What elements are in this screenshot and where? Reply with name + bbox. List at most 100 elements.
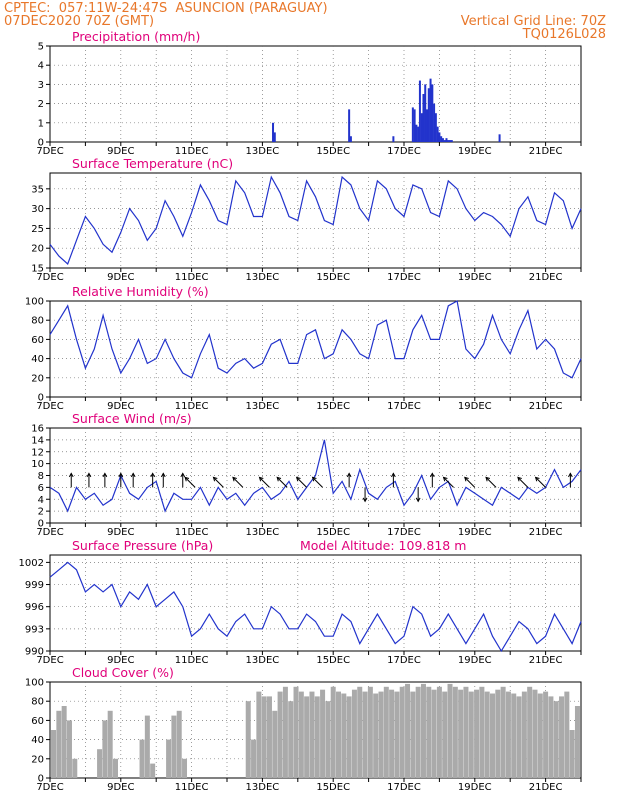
panel-2-xtick-label: 21DEC [529, 272, 563, 283]
wind-arrow-head [276, 476, 282, 482]
wind-arrow [213, 477, 224, 488]
panel-6-bar [166, 739, 172, 778]
panel-6-bar [394, 691, 400, 778]
panel-6-bar [182, 758, 188, 778]
panel-1-bar [413, 109, 416, 142]
wind-arrow-head [415, 497, 421, 503]
panel-1-bar [440, 136, 443, 142]
wind-arrow-head [429, 472, 435, 478]
panel-5-title: Surface Pressure (hPa) [72, 538, 213, 553]
panel-4-xtick-label: 17DEC [387, 527, 421, 538]
panel-6-xtick-label: 7DEC [36, 782, 63, 793]
wind-arrow-head [180, 472, 186, 478]
wind-arrow-head [391, 472, 396, 478]
panel-6-bar [574, 706, 580, 778]
panel-6-bar [298, 691, 304, 778]
panel-4-xtick-label: 11DEC [175, 527, 209, 538]
panel-6-bar [484, 691, 490, 778]
wind-arrow-head [534, 476, 540, 482]
panel-6-bar [56, 710, 62, 778]
panel-1-bar [417, 126, 420, 142]
panel-6-bar [452, 686, 458, 778]
panel-6-bar [346, 696, 352, 778]
panel-3-series-line [49, 300, 582, 379]
panel-6-bar [479, 686, 485, 778]
panel-6-bar [293, 686, 299, 778]
panel-3-ytick-label: 100 [25, 297, 44, 308]
panel-4-series-line [49, 439, 582, 513]
panel-2-frame [49, 172, 582, 269]
panel-6-bar [420, 683, 426, 778]
panel-1-xtick-label: 7DEC [36, 146, 63, 157]
wind-arrow-head [86, 472, 92, 478]
wind-arrow-head [258, 476, 264, 482]
panel-3-xtick-label: 13DEC [246, 401, 280, 412]
panel-1-bar [438, 132, 441, 142]
panel-1-ytick-label: 5 [38, 42, 44, 53]
panel-1-xtick-label: 11DEC [175, 146, 209, 157]
panel-5-ytick-label: 999 [25, 580, 44, 591]
panel-6-bar [378, 691, 384, 778]
panel-3-xtick-label: 15DEC [316, 401, 350, 412]
panel-6-bar [171, 715, 177, 778]
panel-2-xtick-label: 9DEC [107, 272, 134, 283]
panel-2-series-line [49, 175, 582, 266]
panel-3-xtick-label: 19DEC [458, 401, 492, 412]
panel-6-bar [102, 720, 108, 778]
panel-4-xtick-label: 13DEC [246, 527, 280, 538]
panel-3-xtick-label: 7DEC [36, 401, 63, 412]
header-location: CPTEC: 057:11W-24:47S ASUNCION (PARAGUAY… [4, 1, 328, 16]
panel-6-ytick-label: 60 [31, 716, 44, 727]
panel-6-bar [569, 730, 575, 778]
panel-4-xtick-label: 21DEC [529, 527, 563, 538]
panel-6-ytick-label: 20 [31, 754, 44, 765]
panel-6-bar [383, 686, 389, 778]
panel-6-bar [314, 696, 320, 778]
panel-2-ytick-label: 30 [31, 204, 44, 215]
wind-arrow-head [150, 472, 156, 478]
panel-6-bar [559, 696, 565, 778]
panel-2-ytick-label: 15 [31, 264, 44, 275]
panel-6-bar [553, 701, 559, 778]
panel-6-bar [532, 689, 538, 778]
panel-1-bar [424, 84, 427, 142]
wind-arrow [485, 477, 497, 488]
panel-6-bar [405, 683, 411, 778]
panel-4-ytick-label: 14 [31, 435, 44, 446]
panel-1-xtick-label: 13DEC [246, 146, 280, 157]
panel-1-bar [450, 140, 453, 142]
panel-3-ytick-label: 20 [31, 373, 44, 384]
panel-6-bar [490, 693, 495, 778]
wind-arrow [184, 477, 196, 488]
panel-6-bar [150, 763, 156, 778]
wind-arrow-head [568, 472, 573, 478]
panel-6-bar [320, 689, 326, 778]
panel-4-ytick-label: 12 [31, 447, 44, 458]
panel-1-bar [348, 109, 351, 142]
panel-2-ytick-label: 35 [31, 184, 44, 195]
panel-1-bar [436, 126, 439, 142]
panel-5-xtick-label: 13DEC [246, 655, 280, 666]
panel-1-bar [434, 113, 437, 142]
wind-arrow-head [442, 476, 448, 482]
panel-6-bar [447, 683, 453, 778]
panel-1-bar [415, 124, 418, 142]
wind-arrow-head [362, 497, 368, 503]
panel-3-xtick-label: 11DEC [175, 401, 209, 412]
panel-6-bar [330, 686, 336, 778]
panel-6-bar [373, 693, 379, 778]
panel-5-xtick-label: 19DEC [458, 655, 492, 666]
panel-6-bar [144, 715, 150, 778]
panel-6-bar [399, 686, 405, 778]
panel-6-bar [511, 693, 517, 778]
wind-arrow [464, 477, 476, 488]
panel-6-bar [336, 691, 342, 778]
wind-arrow-head [232, 476, 237, 482]
panel-1-bar [411, 107, 414, 142]
panel-5-xtick-label: 17DEC [387, 655, 421, 666]
panel-6-bar [548, 696, 554, 778]
panel-1-xtick-label: 19DEC [458, 146, 492, 157]
wind-arrow [259, 477, 270, 488]
panel-4-ytick-label: 2 [38, 507, 44, 518]
panel-6-bar [458, 689, 464, 778]
